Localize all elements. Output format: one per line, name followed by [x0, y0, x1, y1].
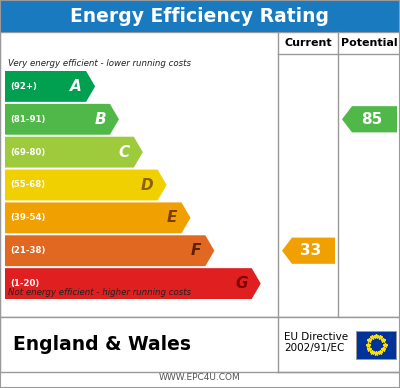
Bar: [356, 331, 396, 359]
Text: (55-68): (55-68): [10, 180, 45, 189]
Text: F: F: [191, 243, 201, 258]
Polygon shape: [5, 268, 261, 299]
Text: C: C: [118, 145, 130, 159]
Text: WWW.EPC4U.COM: WWW.EPC4U.COM: [159, 374, 241, 383]
Text: Not energy efficient - higher running costs: Not energy efficient - higher running co…: [8, 288, 191, 297]
Text: G: G: [235, 276, 248, 291]
Text: (39-54): (39-54): [10, 213, 45, 222]
Text: 85: 85: [361, 112, 383, 127]
Text: D: D: [141, 177, 154, 192]
Polygon shape: [5, 104, 119, 135]
Bar: [0, 317, 400, 372]
Text: 33: 33: [300, 243, 322, 258]
Text: A: A: [70, 79, 82, 94]
Text: England & Wales: England & Wales: [13, 335, 191, 354]
Text: Energy Efficiency Rating: Energy Efficiency Rating: [70, 7, 330, 26]
Polygon shape: [5, 170, 167, 201]
Text: (92+): (92+): [10, 82, 37, 91]
Text: (21-38): (21-38): [10, 246, 45, 255]
Text: Potential: Potential: [341, 38, 397, 48]
Bar: [0, 0, 400, 32]
Text: E: E: [167, 210, 178, 225]
Text: Very energy efficient - lower running costs: Very energy efficient - lower running co…: [8, 59, 191, 68]
Text: (69-80): (69-80): [10, 148, 45, 157]
Polygon shape: [282, 237, 335, 264]
Polygon shape: [5, 203, 190, 233]
Polygon shape: [5, 71, 95, 102]
Text: (1-20): (1-20): [10, 279, 39, 288]
Bar: [0, 32, 400, 317]
Polygon shape: [5, 137, 143, 168]
Text: (81-91): (81-91): [10, 115, 45, 124]
Polygon shape: [5, 235, 214, 266]
Text: B: B: [94, 112, 106, 127]
Text: EU Directive
2002/91/EC: EU Directive 2002/91/EC: [284, 332, 348, 353]
Text: Current: Current: [284, 38, 332, 48]
Polygon shape: [342, 106, 397, 132]
